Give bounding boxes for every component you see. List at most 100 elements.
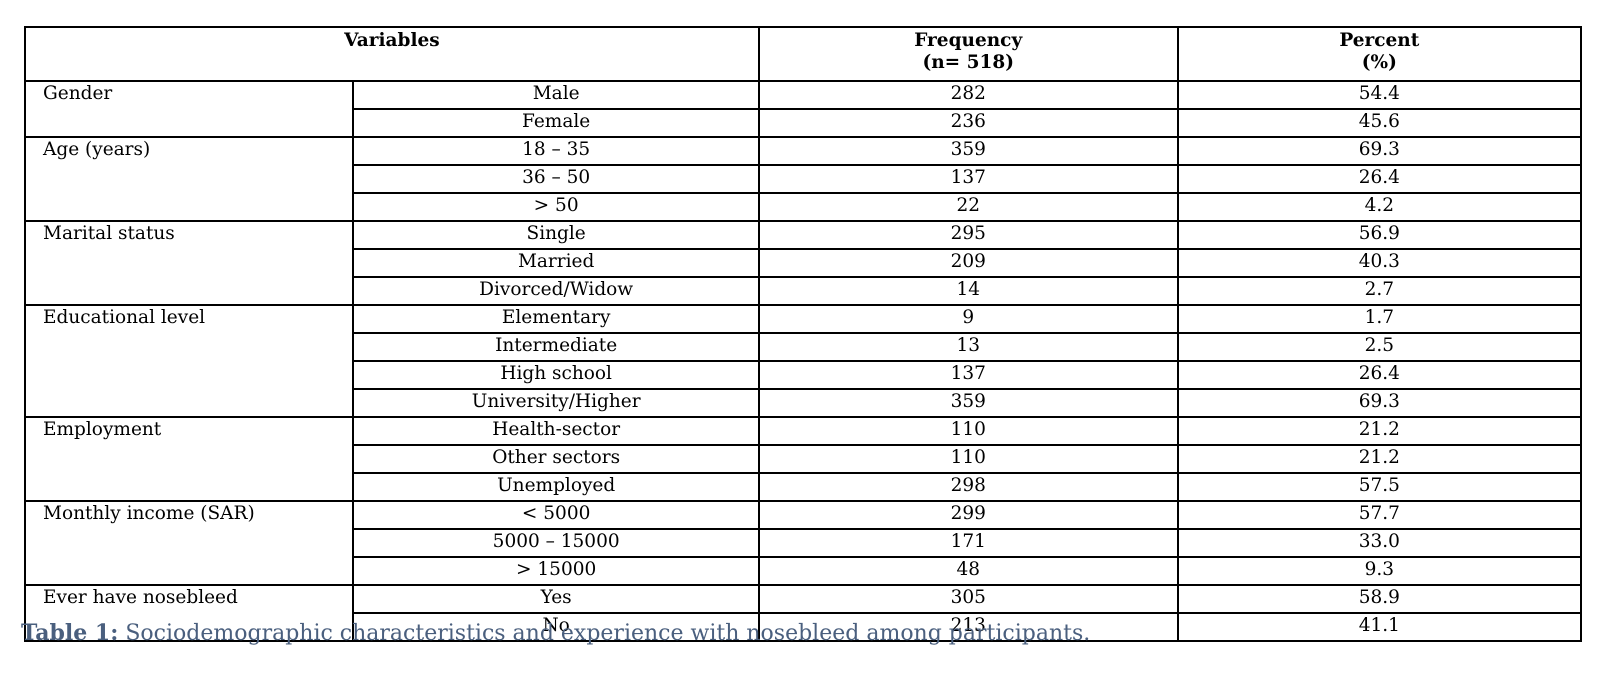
percent-cell: 2.7 (1176, 276, 1583, 306)
table-row: Marital status Single 295 56.9 (23, 220, 1583, 306)
percent-cell: 21.2 (1176, 444, 1583, 474)
table-row: Divorced/Widow 14 2.7 (25, 276, 1583, 306)
percent-cell: 26.4 (1176, 360, 1583, 390)
table-row: Monthly income (SAR) < 5000 299 57.7 (23, 500, 1583, 586)
frequency-cell: 236 (757, 108, 1179, 138)
percent-cell: 57.5 (1176, 472, 1583, 502)
category-cell: Elementary (352, 304, 760, 334)
table-row: > 50 22 4.2 (25, 192, 1583, 222)
category-cell: Female (352, 108, 760, 138)
header-percent-unit: (%) (1361, 52, 1397, 73)
percent-cell: 41.1 (1176, 612, 1583, 642)
header-frequency-label: Frequency (914, 30, 1023, 51)
table-row: Married 209 40.3 (25, 248, 1583, 278)
category-cell: Divorced/Widow (352, 276, 760, 306)
category-cell: University/Higher (352, 388, 760, 418)
category-cell: High school (352, 360, 760, 390)
variable-name-cell: Age (years) (23, 136, 355, 222)
frequency-cell: 110 (757, 444, 1179, 474)
percent-cell: 26.4 (1176, 164, 1583, 194)
variable-name-cell: Employment (23, 416, 355, 502)
frequency-cell: 13 (757, 332, 1179, 362)
category-cell: No (352, 612, 760, 642)
caption-text: Sociodemographic characteristics and exp… (118, 621, 1091, 646)
table-row: Female 236 45.6 (25, 108, 1583, 138)
category-cell: Health-sector (352, 416, 760, 446)
category-cell: < 5000 (352, 500, 760, 530)
percent-cell: 45.6 (1176, 108, 1583, 138)
table-row: Gender Male 282 54.4 (23, 80, 1583, 138)
frequency-cell: 209 (757, 248, 1179, 278)
table-row: 5000 – 15000 171 33.0 (25, 528, 1583, 558)
percent-cell: 69.3 (1176, 388, 1583, 418)
category-cell: Unemployed (352, 472, 760, 502)
table-row: Intermediate 13 2.5 (25, 332, 1583, 362)
header-variables: Variables (24, 26, 760, 82)
frequency-cell: 14 (757, 276, 1179, 306)
frequency-cell: 305 (757, 584, 1179, 614)
frequency-cell: 171 (757, 528, 1179, 558)
percent-cell: 9.3 (1176, 556, 1583, 586)
percent-cell: 57.7 (1176, 500, 1583, 530)
table-row: Ever have nosebleed Yes 305 58.9 (23, 584, 1583, 642)
percent-cell: 56.9 (1176, 220, 1583, 250)
table-row: > 15000 48 9.3 (25, 556, 1583, 586)
percent-cell: 40.3 (1176, 248, 1583, 278)
frequency-cell: 137 (757, 360, 1179, 390)
category-cell: Other sectors (352, 444, 760, 474)
category-cell: > 50 (352, 192, 760, 222)
header-percent: Percent (%) (1176, 26, 1583, 82)
table-body: Gender Male 282 54.4 Female 236 45.6 Age (years… (23, 80, 1583, 642)
variable-name-cell: Ever have nosebleed (23, 584, 355, 642)
percent-cell: 21.2 (1176, 416, 1583, 446)
table-header-row: Variables Frequency (n= 518) Percent (%) (24, 26, 1583, 82)
data-table-container: Variables Frequency (n= 518) Percent (%)… (23, 26, 1583, 642)
frequency-cell: 298 (757, 472, 1179, 502)
table-row: University/Higher 359 69.3 (25, 388, 1583, 418)
table-row: Other sectors 110 21.2 (25, 444, 1583, 474)
table-caption: Table 1: Sociodemographic characteristic… (21, 620, 1090, 646)
table-row: Unemployed 298 57.5 (25, 472, 1583, 502)
frequency-cell: 110 (757, 416, 1179, 446)
table-row: Educational level Elementary 9 1.7 (23, 304, 1583, 418)
table-row: 36 – 50 137 26.4 (25, 164, 1583, 194)
sociodemographic-table: Variables Frequency (n= 518) Percent (%)… (23, 26, 1583, 642)
frequency-cell: 137 (757, 164, 1179, 194)
frequency-cell: 213 (757, 612, 1179, 642)
category-cell: Intermediate (352, 332, 760, 362)
frequency-cell: 22 (757, 192, 1179, 222)
header-frequency-n: (n= 518) (922, 52, 1014, 73)
frequency-cell: 9 (757, 304, 1179, 334)
percent-cell: 33.0 (1176, 528, 1583, 558)
table-row: Age (years) 18 – 35 359 69.3 (23, 136, 1583, 222)
percent-cell: 69.3 (1176, 136, 1583, 166)
percent-cell: 1.7 (1176, 304, 1583, 334)
variable-name-cell: Gender (23, 80, 355, 138)
frequency-cell: 359 (757, 388, 1179, 418)
category-cell: 5000 – 15000 (352, 528, 760, 558)
category-cell: Single (352, 220, 760, 250)
variable-name-cell: Educational level (23, 304, 355, 418)
category-cell: Yes (352, 584, 760, 614)
category-cell: 18 – 35 (352, 136, 760, 166)
category-cell: Married (352, 248, 760, 278)
frequency-cell: 48 (757, 556, 1179, 586)
frequency-cell: 299 (757, 500, 1179, 530)
frequency-cell: 359 (757, 136, 1179, 166)
category-cell: > 15000 (352, 556, 760, 586)
category-cell: 36 – 50 (352, 164, 760, 194)
category-cell: Male (352, 80, 760, 110)
percent-cell: 4.2 (1176, 192, 1583, 222)
percent-cell: 2.5 (1176, 332, 1583, 362)
table-row: High school 137 26.4 (25, 360, 1583, 390)
frequency-cell: 295 (757, 220, 1179, 250)
header-percent-label: Percent (1339, 30, 1420, 51)
variable-name-cell: Monthly income (SAR) (23, 500, 355, 586)
caption-label: Table 1: (21, 620, 119, 646)
frequency-cell: 282 (757, 80, 1179, 110)
table-row: No 213 41.1 (25, 612, 1583, 642)
header-frequency: Frequency (n= 518) (757, 26, 1179, 82)
table-row: Employment Health-sector 110 21.2 (23, 416, 1583, 502)
variable-name-cell: Marital status (23, 220, 355, 306)
percent-cell: 58.9 (1176, 584, 1583, 614)
